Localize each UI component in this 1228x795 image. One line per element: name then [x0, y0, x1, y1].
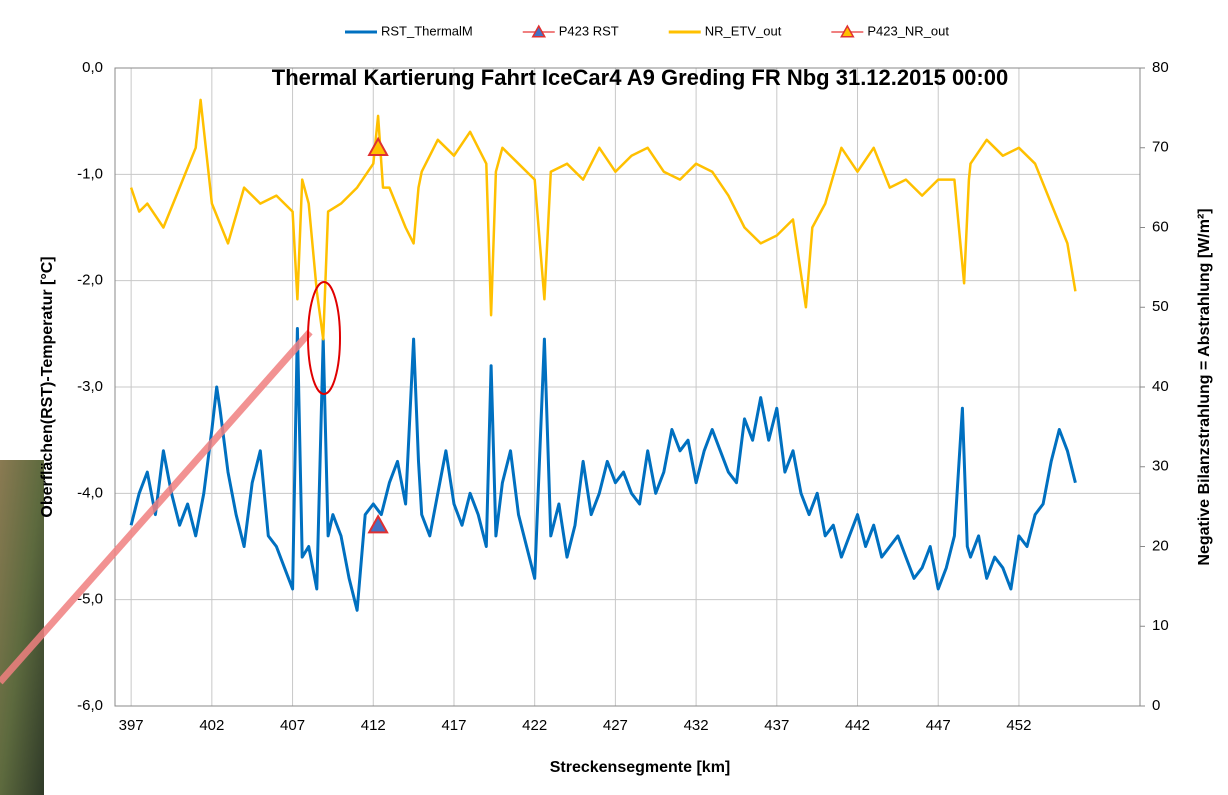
x-tick-label: 437 — [764, 717, 789, 734]
legend-label: P423 RST — [559, 23, 619, 38]
x-tick-label: 447 — [926, 717, 951, 734]
x-tick-label: 417 — [441, 717, 466, 734]
x-tick-label: 452 — [1006, 717, 1031, 734]
legend-swatch — [840, 24, 855, 38]
highlight-ellipse — [307, 281, 341, 395]
x-tick-label: 402 — [199, 717, 224, 734]
legend-label: P423_NR_out — [867, 23, 949, 38]
x-tick-label: 422 — [522, 717, 547, 734]
chart-background — [44, 0, 1228, 795]
y2-tick-label: 10 — [1152, 617, 1169, 634]
x-tick-label: 397 — [119, 717, 144, 734]
x-tick-label: 442 — [845, 717, 870, 734]
marker — [367, 136, 389, 156]
y2-tick-label: 0 — [1152, 697, 1160, 714]
pointer-line — [0, 329, 313, 685]
y2-tick-label: 40 — [1152, 378, 1169, 395]
background-photo — [0, 460, 44, 795]
y-tick-label: -5,0 — [77, 591, 103, 608]
y-axis-label: Oberflächen(RST)-Temperatur [°C] — [39, 256, 56, 517]
y2-tick-label: 50 — [1152, 298, 1169, 315]
y2-tick-label: 30 — [1152, 458, 1169, 475]
y-tick-label: -3,0 — [77, 378, 103, 395]
y2-tick-label: 60 — [1152, 218, 1169, 235]
chart-title: Thermal Kartierung Fahrt IceCar4 A9 Gred… — [272, 65, 1008, 90]
x-axis-label: Streckensegmente [km] — [550, 759, 731, 776]
y-tick-label: -1,0 — [77, 165, 103, 182]
data-line — [129, 327, 1077, 612]
y-tick-label: -6,0 — [77, 697, 103, 714]
legend-swatch — [531, 24, 547, 38]
y2-axis-label: Negative Bilanzstrahlung = Abstrahlung [… — [1196, 208, 1213, 565]
y2-tick-label: 20 — [1152, 537, 1169, 554]
legend-label: RST_ThermalM — [381, 23, 473, 38]
x-tick-label: 427 — [603, 717, 628, 734]
y2-tick-label: 70 — [1152, 139, 1169, 156]
y-tick-label: 0,0 — [82, 59, 103, 76]
x-tick-label: 407 — [280, 717, 305, 734]
y-tick-label: -4,0 — [77, 484, 103, 501]
marker — [367, 514, 389, 534]
chart-background-left — [14, 0, 44, 460]
y2-tick-label: 80 — [1152, 59, 1169, 76]
y-tick-label: -2,0 — [77, 272, 103, 289]
plot-frame — [114, 67, 1141, 707]
x-tick-label: 412 — [361, 717, 386, 734]
data-line — [129, 98, 1077, 341]
annotation — [0, 281, 341, 685]
legend-label: NR_ETV_out — [705, 23, 782, 38]
plot-area: -6,0 -5,0 -4,0 -3,0 -2,0 -1,0 0,0 0 10 20 30 40 50 60… — [77, 59, 1169, 734]
x-tick-label: 432 — [684, 717, 709, 734]
